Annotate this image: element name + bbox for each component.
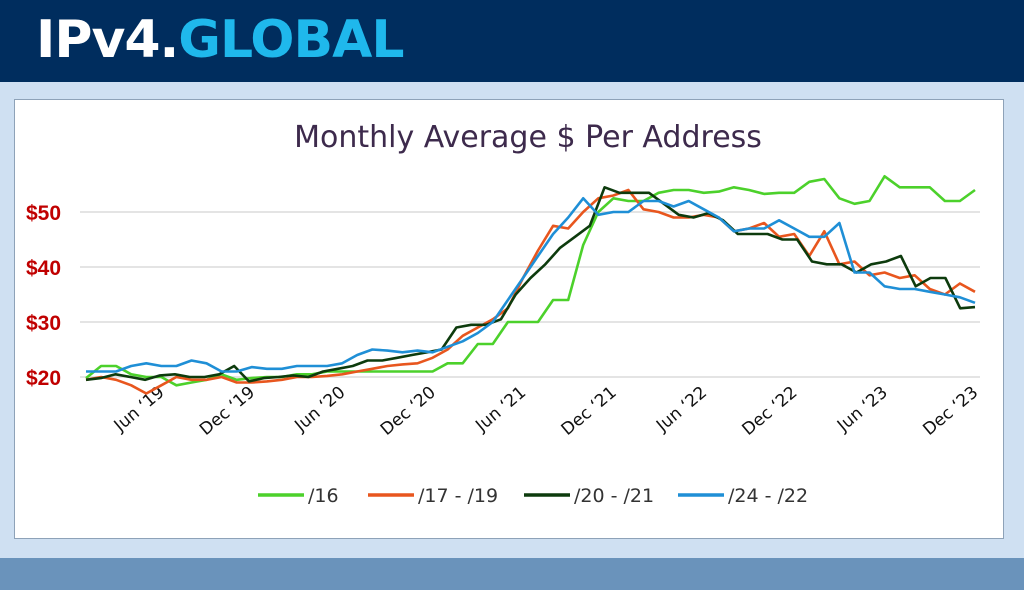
x-tick-label: Jun ‘23 xyxy=(833,383,892,437)
legend-label: /16 xyxy=(308,485,339,507)
footer-bar xyxy=(0,558,1024,590)
series-line-16 xyxy=(85,175,976,387)
x-tick-label: Jun ‘21 xyxy=(471,383,530,437)
logo-part1: IPv4. xyxy=(36,10,179,70)
series-line-20-21 xyxy=(85,186,976,383)
series-line-24-22 xyxy=(86,197,976,373)
x-tick-label: Dec ‘22 xyxy=(738,383,801,440)
legend-label: /24 - /22 xyxy=(728,485,808,507)
y-tick-label: $30 xyxy=(26,312,61,335)
chart-card xyxy=(14,99,1004,539)
x-tick-label: Dec ‘21 xyxy=(558,383,621,440)
legend-label: /17 - /19 xyxy=(418,485,498,507)
x-tick-label: Dec ‘19 xyxy=(196,383,259,440)
y-tick-label: $20 xyxy=(26,367,61,390)
y-tick-label: $50 xyxy=(26,202,61,225)
logo-part2: GLOBAL xyxy=(178,10,404,70)
brand-logo: IPv4.GLOBAL xyxy=(36,8,404,72)
series-line-17-19 xyxy=(85,188,976,395)
y-tick-label: $40 xyxy=(26,257,61,280)
x-tick-label: Jun ‘20 xyxy=(291,383,350,437)
header-bar: IPv4.GLOBAL xyxy=(0,0,1024,82)
x-tick-label: Dec ‘23 xyxy=(919,383,982,440)
chart-title: Monthly Average $ Per Address xyxy=(294,120,762,155)
x-tick-label: Dec ‘20 xyxy=(377,383,440,440)
x-tick-label: Jun ‘22 xyxy=(652,383,711,437)
legend-label: /20 - /21 xyxy=(574,485,654,507)
